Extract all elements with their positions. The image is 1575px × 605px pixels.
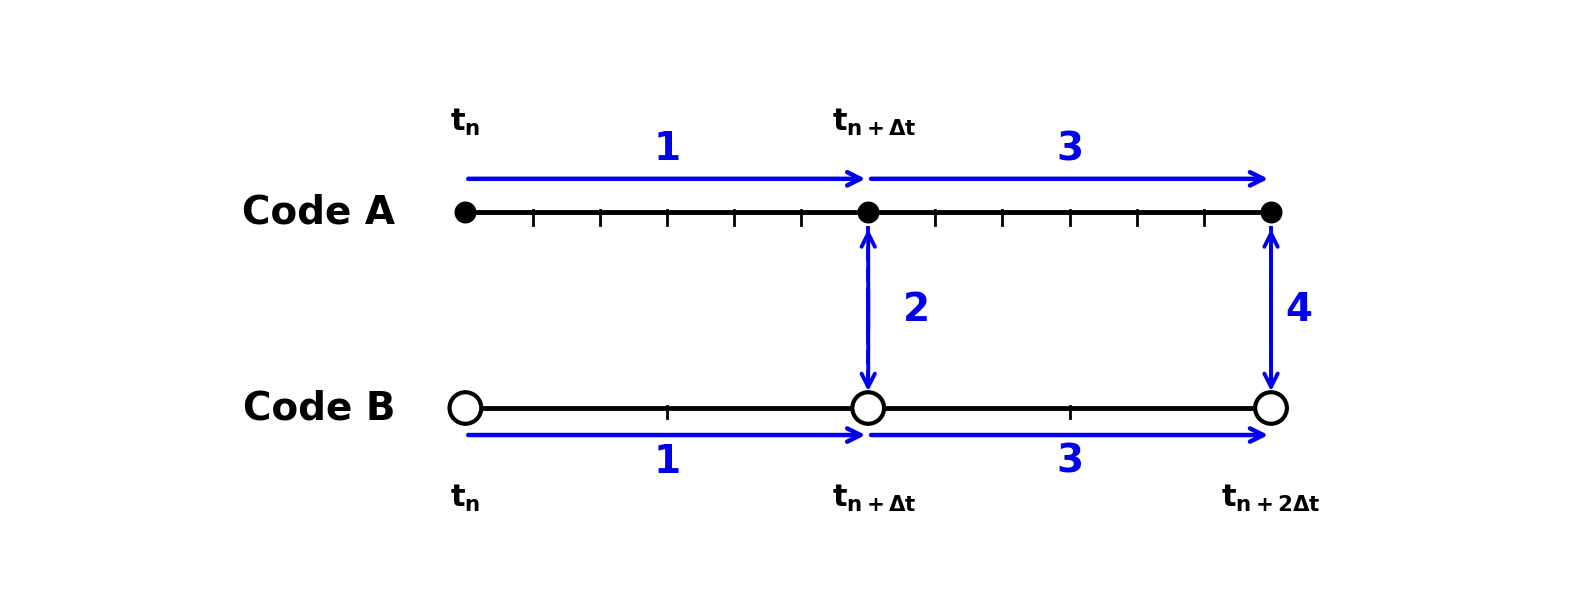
Text: $\mathbf{t_{n+\Delta t}}$: $\mathbf{t_{n+\Delta t}}$ — [832, 483, 917, 514]
Point — [454, 208, 479, 217]
Text: 3: 3 — [1057, 443, 1084, 480]
Text: $\mathbf{t_{n+2\Delta t}}$: $\mathbf{t_{n+2\Delta t}}$ — [1221, 483, 1321, 514]
Text: Code A: Code A — [243, 194, 395, 231]
Text: 4: 4 — [1285, 291, 1312, 329]
Text: 3: 3 — [1057, 131, 1084, 168]
Text: $\mathbf{t_{n+\Delta t}}$: $\mathbf{t_{n+\Delta t}}$ — [832, 106, 917, 138]
Ellipse shape — [1255, 392, 1287, 424]
Text: 1: 1 — [654, 131, 680, 168]
Ellipse shape — [449, 392, 482, 424]
Point — [855, 208, 880, 217]
Point — [1258, 208, 1284, 217]
Text: $\mathbf{t_n}$: $\mathbf{t_n}$ — [450, 483, 480, 514]
Text: $\mathbf{t_n}$: $\mathbf{t_n}$ — [450, 106, 480, 138]
Text: Code B: Code B — [243, 389, 395, 427]
Text: 1: 1 — [654, 443, 680, 480]
Ellipse shape — [852, 392, 884, 424]
Text: 2: 2 — [902, 291, 929, 329]
